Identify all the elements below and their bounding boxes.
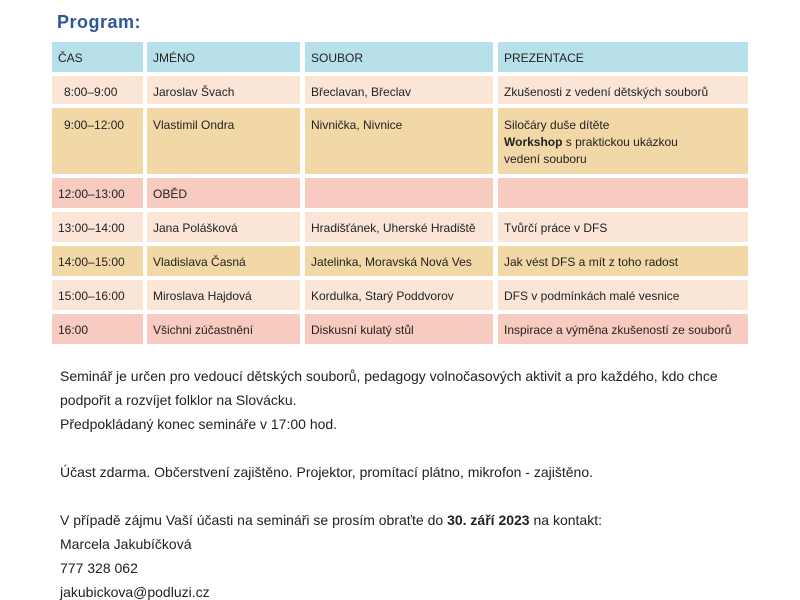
table-cell: 13:00–14:00: [52, 212, 143, 242]
table-cell: Jatelinka, Moravská Nová Ves: [305, 246, 493, 276]
cell-line: Siločáry duše dítěte: [504, 118, 610, 132]
contact-line: Marcela Jakubíčková: [60, 536, 192, 552]
text: V případě zájmu Vaší účasti na semináři …: [60, 512, 444, 528]
cell-line: Workshop s praktickou ukázkou: [504, 134, 742, 151]
table-cell: 8:00–9:00: [52, 76, 143, 104]
bold-text: Workshop: [504, 135, 563, 149]
table-cell: Siločáry duše dítěte Workshop s prakticko…: [498, 108, 748, 174]
title: Program:: [57, 12, 142, 32]
contact-line: jakubickova@podluzi.cz: [60, 584, 210, 600]
text: na kontakt:: [533, 512, 602, 528]
header-cell: ČAS: [52, 42, 143, 72]
empty-cell: [498, 178, 748, 208]
header-cell: JMÉNO: [147, 42, 300, 72]
paragraph-line: V případě zájmu Vaší účasti na semináři …: [60, 512, 602, 528]
table-cell: Všichni zúčastnění: [147, 314, 300, 344]
table-cell: Nivnička, Nivnice: [305, 108, 493, 174]
table-cell: Kordulka, Starý Poddvorov: [305, 280, 493, 310]
table-cell: 9:00–12:00: [52, 108, 143, 174]
header-cell: SOUBOR: [305, 42, 493, 72]
deadline-date: 30. září 2023: [447, 512, 530, 528]
table-cell: 12:00–13:00: [52, 178, 143, 208]
table-cell: Vlastimil Ondra: [147, 108, 300, 174]
paragraph-line: Seminář je určen pro vedoucí dětských so…: [60, 368, 718, 384]
table-cell: Miroslava Hajdová: [147, 280, 300, 310]
table-cell: OBĚD: [147, 178, 300, 208]
contact-line: 777 328 062: [60, 560, 138, 576]
table-cell: Zkušenosti z vedení dětských souborů: [498, 76, 748, 104]
cell-line: vedení souboru: [504, 152, 587, 166]
paragraph-line: Předpokládaný konec semináře v 17:00 hod…: [60, 416, 338, 432]
table-cell: Diskusní kulatý stůl: [305, 314, 493, 344]
table-cell: Břeclavan, Břeclav: [305, 76, 493, 104]
table-cell: 14:00–15:00: [52, 246, 143, 276]
table-cell: Hradišťánek, Uherské Hradiště: [305, 212, 493, 242]
table-cell: DFS v podmínkách malé vesnice: [498, 280, 748, 310]
table-cell: Jana Polášková: [147, 212, 300, 242]
table-cell: Jaroslav Švach: [147, 76, 300, 104]
empty-cell: [305, 178, 493, 208]
table-cell: 16:00: [52, 314, 143, 344]
cell-text: s praktickou ukázkou: [565, 135, 678, 149]
table-cell: 15:00–16:00: [52, 280, 143, 310]
table-cell: Jak vést DFS a mít z toho radost: [498, 246, 748, 276]
table-cell: Vladislava Časná: [147, 246, 300, 276]
table-cell: Tvůrčí práce v DFS: [498, 212, 748, 242]
paragraph-line: Účast zdarma. Občerstvení zajištěno. Pro…: [60, 464, 593, 480]
table-cell: Inspirace a výměna zkušeností ze souborů: [498, 314, 748, 344]
header-cell: PREZENTACE: [498, 42, 748, 72]
paragraph-line: podpořit a rozvíjet folklor na Slovácku.: [60, 392, 297, 408]
